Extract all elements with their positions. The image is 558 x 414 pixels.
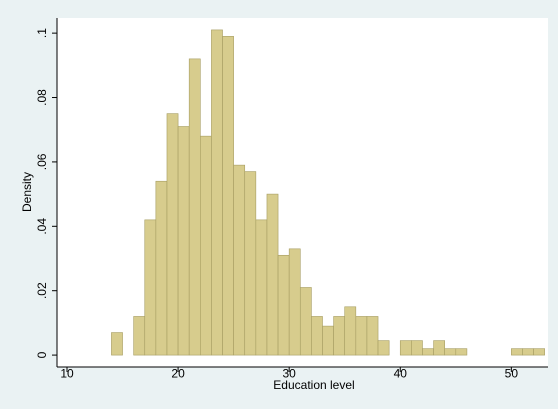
- x-tick-label: 30: [282, 367, 296, 381]
- bar: [266, 193, 279, 356]
- x-axis-title: Education level: [273, 378, 354, 392]
- x-tick-label: 50: [505, 367, 519, 381]
- y-tick-label: .04: [35, 218, 49, 235]
- bar: [366, 316, 379, 356]
- bar: [355, 316, 368, 356]
- bar: [522, 348, 534, 356]
- bar: [377, 340, 390, 356]
- y-tick-label: 0: [35, 351, 49, 358]
- bar: [422, 348, 434, 356]
- bar: [222, 36, 234, 356]
- bar: [188, 58, 201, 356]
- bar: [344, 306, 357, 356]
- y-tick-label: .1: [35, 28, 49, 38]
- bar: [255, 219, 268, 356]
- y-tick-label: .08: [35, 89, 49, 106]
- bar: [144, 219, 157, 356]
- bar: [155, 180, 168, 356]
- bar: [333, 316, 346, 356]
- bar: [233, 164, 246, 356]
- bar: [299, 287, 312, 356]
- bar: [399, 340, 412, 356]
- bar: [200, 135, 212, 356]
- bar: [211, 29, 223, 356]
- bar: [177, 126, 190, 356]
- bar: [322, 325, 334, 356]
- bar: [311, 316, 323, 356]
- y-axis-title: Density: [20, 172, 34, 212]
- x-tick-label: 10: [60, 367, 74, 381]
- bar: [433, 340, 445, 356]
- y-tick-label: .06: [35, 153, 49, 170]
- bar: [277, 254, 290, 356]
- x-tick-label: 40: [394, 367, 408, 381]
- bar: [411, 340, 423, 356]
- bar: [288, 248, 301, 356]
- bar: [244, 171, 257, 356]
- x-tick-label: 20: [171, 367, 185, 381]
- bar: [533, 348, 545, 356]
- bar: [455, 348, 468, 356]
- bar: [511, 348, 523, 356]
- bar: [133, 316, 146, 356]
- bar: [444, 348, 457, 356]
- bar: [111, 332, 123, 356]
- y-tick-label: .02: [35, 282, 49, 299]
- bar: [166, 113, 179, 356]
